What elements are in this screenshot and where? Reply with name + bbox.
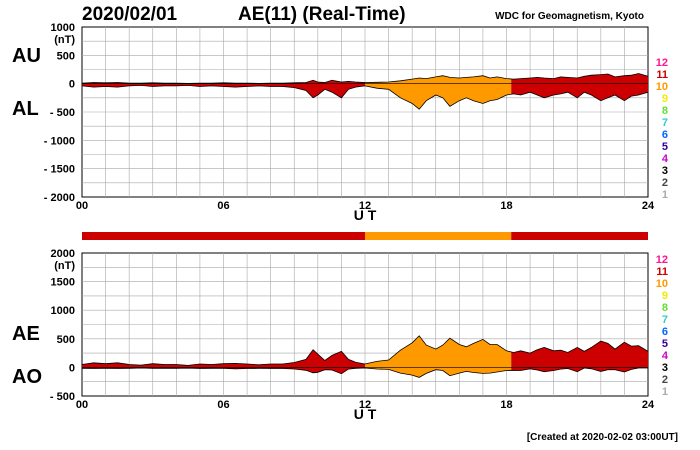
x-tick-label: 18 (500, 200, 512, 212)
legend-entry: 2 (662, 177, 668, 189)
y-tick-label: 2000 (51, 248, 75, 260)
data-source-credit: WDC for Geomagnetism, Kyoto (495, 11, 644, 22)
legend-entry: 12 (656, 57, 668, 69)
legend-entry: 3 (662, 165, 668, 177)
station-count-segment (365, 232, 512, 240)
x-tick-label: 24 (642, 399, 655, 411)
legend-entry: 8 (662, 302, 668, 314)
x-tick-label: 00 (76, 399, 88, 411)
y-tick-label: 0 (69, 362, 75, 374)
legend-entry: 11 (656, 266, 668, 278)
y-tick-label: 500 (57, 334, 75, 346)
legend-entry: 9 (662, 290, 668, 302)
legend-entry: 2 (662, 374, 668, 386)
legend-entry: 1 (662, 189, 668, 201)
created-timestamp: [Created at 2020-02-02 03:00UT] (526, 432, 678, 443)
legend-entry: 11 (656, 69, 668, 81)
series-upper-line (81, 73, 649, 84)
side-label-lower: AO (12, 366, 42, 388)
legend-entry: 10 (656, 278, 668, 290)
y-tick-label: 0 (69, 79, 75, 91)
y-unit-label: (nT) (54, 34, 75, 46)
chart-title: AE(11) (Real-Time) (238, 4, 406, 25)
side-label-lower: AL (12, 98, 39, 120)
station-count-bar (82, 232, 648, 240)
legend-entry: 6 (662, 129, 668, 141)
series-lower-line (81, 84, 649, 110)
x-tick-label: 18 (500, 399, 512, 411)
legend-entry: 9 (662, 93, 668, 105)
x-tick-label: 24 (642, 200, 655, 212)
y-tick-label: - 1500 (44, 164, 75, 176)
legend-entry: 12 (656, 254, 668, 266)
side-label-upper: AU (12, 45, 41, 67)
legend-entry: 5 (662, 338, 668, 350)
legend-entry: 7 (662, 314, 668, 326)
y-tick-label: 1000 (51, 22, 75, 34)
legend-entry: 4 (662, 153, 669, 165)
y-tick-label: 500 (57, 50, 75, 62)
legend-entry: 1 (662, 386, 668, 398)
y-tick-label: - 1000 (44, 135, 75, 147)
y-tick-label: 1500 (51, 277, 75, 289)
y-tick-label: 1000 (51, 305, 75, 317)
y-unit-label: (nT) (54, 260, 75, 272)
legend-entry: 10 (656, 81, 668, 93)
x-axis-label: U T (354, 406, 377, 422)
legend-entry: 3 (662, 362, 668, 374)
y-tick-label: - 2000 (44, 192, 75, 204)
y-tick-label: - 500 (50, 107, 75, 119)
legend-entry: 4 (662, 350, 669, 362)
ae-ao-panel: 2000 1500 1000 500 0 - 500 (nT) 00 06 12 18 24 U T AE… (12, 248, 655, 422)
au-al-panel: 1000 500 0 - 500 - 1000 - 1500 - 2000 (nT) 00 06 1… (12, 22, 655, 223)
x-tick-label: 00 (76, 200, 88, 212)
x-tick-label: 06 (217, 399, 229, 411)
station-count-segment (511, 232, 648, 240)
side-label-upper: AE (12, 323, 40, 345)
legend-entry: 7 (662, 117, 668, 129)
x-axis-label: U T (354, 207, 377, 223)
y-tick-label: - 500 (50, 391, 75, 403)
x-tick-label: 12 (359, 399, 371, 411)
date-label: 2020/02/01 (82, 4, 178, 25)
legend-entry: 8 (662, 105, 668, 117)
x-tick-label: 12 (359, 200, 371, 212)
legend-entry: 5 (662, 141, 668, 153)
series-lower-line (81, 367, 648, 378)
series-upper-line (81, 335, 649, 366)
legend-entry: 6 (662, 326, 668, 338)
x-tick-label: 06 (217, 200, 229, 212)
station-count-segment (82, 232, 365, 240)
